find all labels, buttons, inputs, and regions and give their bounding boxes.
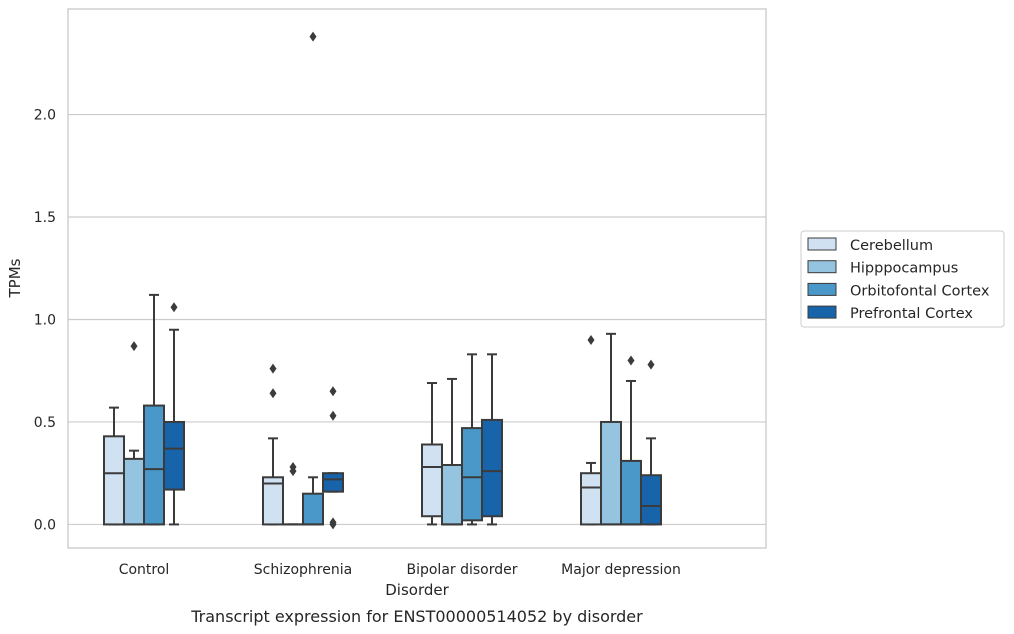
legend-frame — [800, 230, 1005, 328]
box-orbitofontal-cortex-0 — [143, 293, 165, 526]
box-body — [123, 457, 145, 526]
x-axis-title: Disorder — [385, 581, 449, 599]
y-axis-title: TPMs — [6, 258, 24, 298]
box-orbitofontal-cortex-3 — [620, 355, 642, 526]
legend-label: Orbitofontal Cortex — [850, 283, 990, 299]
box-body — [262, 476, 284, 526]
outlier-point — [329, 410, 337, 421]
y-tick-label: 1.0 — [34, 312, 56, 328]
outlier-point — [329, 386, 337, 397]
outlier-point — [289, 466, 297, 477]
y-tick-label: 0.5 — [34, 415, 56, 431]
legend-swatch — [807, 282, 837, 296]
x-tick-labels: Control Schizophrenia Bipolar disorder Majo… — [119, 562, 681, 578]
outlier-point — [269, 388, 277, 399]
box-body — [322, 472, 344, 493]
box-body — [580, 472, 602, 526]
y-tick-label: 1.5 — [34, 210, 56, 226]
box-body — [421, 443, 443, 518]
outlier-point — [309, 31, 317, 42]
box-hipppocampus-3 — [600, 332, 622, 526]
legend-swatch — [807, 260, 837, 274]
box-body — [481, 418, 503, 518]
box-orbitofontal-cortex-1 — [302, 31, 324, 526]
box-body — [143, 404, 165, 526]
outlier-point — [170, 302, 178, 313]
outlier-point — [627, 355, 635, 366]
x-tick-label: Control — [119, 562, 170, 578]
box-orbitofontal-cortex-2 — [461, 353, 483, 526]
box-body — [302, 492, 324, 526]
legend-swatch — [807, 305, 837, 319]
outlier-point — [329, 517, 337, 528]
box-prefrontal-cortex-3 — [640, 359, 662, 526]
box-cerebellum-2 — [421, 382, 443, 526]
y-tick-label: 0.0 — [34, 517, 56, 533]
outlier-point — [269, 363, 277, 374]
box-body — [620, 459, 642, 526]
outlier-point — [587, 334, 595, 345]
box-cerebellum-3 — [580, 334, 602, 526]
plot-area-frame — [67, 8, 767, 549]
box-prefrontal-cortex-1 — [322, 386, 344, 530]
x-tick-label: Schizophrenia — [254, 562, 352, 578]
box-layer — [103, 31, 662, 530]
legend-label: Prefrontal Cortex — [850, 306, 973, 322]
chart-caption: Transcript expression for ENST0000051405… — [190, 607, 643, 626]
legend-swatch — [807, 237, 837, 251]
box-body — [640, 474, 662, 526]
box-body — [163, 420, 185, 491]
y-tick-label: 2.0 — [34, 108, 56, 124]
legend: Cerebellum Hipppocampus Orbitofontal Corte… — [800, 230, 1005, 328]
box-prefrontal-cortex-2 — [481, 353, 503, 526]
box-prefrontal-cortex-0 — [163, 302, 185, 526]
outlier-point — [647, 359, 655, 370]
box-body — [103, 435, 125, 526]
box-body — [461, 427, 483, 522]
y-tick-labels: 0.0 0.5 1.0 1.5 2.0 — [34, 108, 56, 534]
box-cerebellum-1 — [262, 363, 284, 526]
box-body — [441, 463, 463, 526]
box-hipppocampus-2 — [441, 377, 463, 526]
box-body — [600, 420, 622, 526]
x-tick-label: Bipolar disorder — [406, 562, 517, 578]
legend-label: Cerebellum — [850, 238, 933, 254]
box-cerebellum-0 — [103, 406, 125, 526]
x-tick-label: Major depression — [561, 562, 681, 578]
outlier-point — [130, 341, 138, 352]
legend-label: Hipppocampus — [850, 261, 958, 277]
box-hipppocampus-1 — [282, 462, 304, 526]
box-hipppocampus-0 — [123, 341, 145, 526]
